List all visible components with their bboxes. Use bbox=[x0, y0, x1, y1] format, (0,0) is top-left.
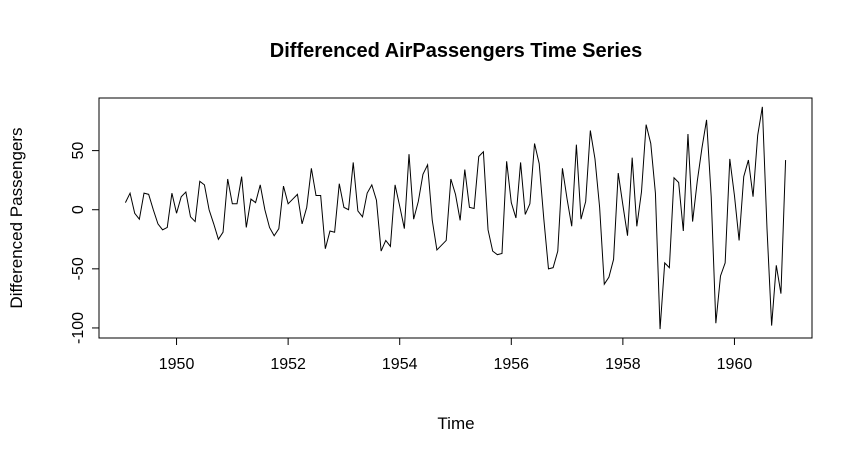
x-tick-label: 1954 bbox=[382, 356, 418, 373]
x-axis-label: Time bbox=[437, 414, 474, 433]
chart-title: Differenced AirPassengers Time Series bbox=[270, 40, 642, 62]
y-tick-label: 0 bbox=[70, 205, 87, 214]
x-tick-label: 1956 bbox=[493, 356, 529, 373]
x-tick-label: 1950 bbox=[159, 356, 195, 373]
x-axis: 1950 1952 1954 1956 1958 1960 bbox=[159, 337, 753, 373]
y-tick-label: -100 bbox=[70, 312, 87, 344]
x-tick-label: 1958 bbox=[605, 356, 641, 373]
x-tick-label: 1952 bbox=[270, 356, 306, 373]
x-tick-label: 1960 bbox=[717, 356, 753, 373]
y-axis: -100 -50 0 50 bbox=[70, 142, 100, 344]
y-tick-label: -50 bbox=[70, 257, 87, 280]
series-line bbox=[124, 106, 787, 330]
y-tick-label: 50 bbox=[70, 142, 87, 160]
y-axis-label: Differenced Passengers bbox=[7, 127, 26, 308]
plot-frame bbox=[98, 97, 813, 339]
